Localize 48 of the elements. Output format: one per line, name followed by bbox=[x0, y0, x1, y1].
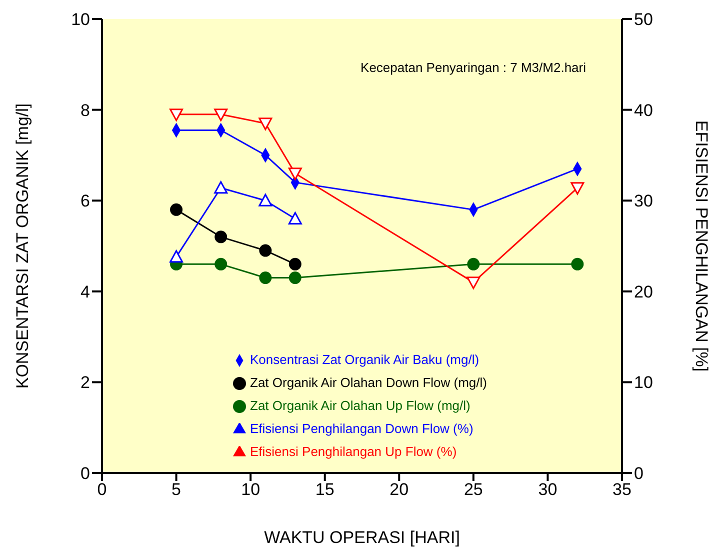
x-tick-label: 20 bbox=[390, 480, 409, 500]
annotation: Kecepatan Penyaringan : 7 M3/M2.hari bbox=[360, 60, 586, 75]
point bbox=[571, 258, 584, 270]
x-tick-label: 35 bbox=[612, 480, 632, 500]
x-tick-label: 5 bbox=[172, 480, 182, 500]
point bbox=[214, 230, 228, 244]
y2-tick-label: 0 bbox=[634, 464, 644, 484]
point bbox=[467, 258, 480, 270]
y-tick-label: 10 bbox=[71, 10, 90, 30]
point bbox=[214, 181, 228, 194]
point bbox=[466, 276, 480, 290]
legend-label: Zat Organik Air Olahan Up Flow (mg/l) bbox=[250, 398, 470, 413]
x-axis-title: WAKTU OPERASI [HARI] bbox=[264, 528, 460, 548]
y2-tick-label: 50 bbox=[634, 10, 653, 30]
y2-axis-title: EFISIENSI PENGHILANGAN [%] bbox=[692, 120, 711, 372]
x-tick-label: 10 bbox=[241, 480, 260, 500]
y2-tick-label: 40 bbox=[634, 100, 653, 120]
point bbox=[570, 182, 584, 195]
point bbox=[259, 244, 272, 257]
x-tick-label: 25 bbox=[464, 480, 483, 500]
point bbox=[259, 272, 272, 284]
legend-label: Efisiensi Penghilangan Down Flow (%) bbox=[250, 421, 474, 436]
point bbox=[288, 212, 302, 225]
legend-label: Konsentrasi Zat Organik Air Baku (mg/l) bbox=[250, 352, 480, 367]
y2-tick-label: 20 bbox=[634, 282, 653, 302]
y-axis-title: KONSENTARSI ZAT ORGANIK [mg/l] bbox=[13, 103, 32, 389]
y2-tick-label: 10 bbox=[634, 373, 653, 392]
y-tick-label: 6 bbox=[80, 192, 90, 211]
x-tick-label: 0 bbox=[97, 480, 107, 500]
point bbox=[258, 118, 272, 130]
y2-tick-label: 30 bbox=[634, 192, 653, 211]
y-tick-label: 0 bbox=[80, 464, 90, 484]
legend-label: Efisiensi Penghilangan Up Flow (%) bbox=[250, 444, 457, 459]
point bbox=[288, 272, 302, 284]
y-tick-label: 2 bbox=[80, 373, 90, 392]
point bbox=[214, 258, 228, 270]
point bbox=[170, 203, 183, 216]
point bbox=[170, 250, 184, 263]
point bbox=[288, 168, 302, 180]
point bbox=[288, 258, 302, 270]
y-tick-label: 4 bbox=[80, 282, 90, 302]
point bbox=[170, 108, 184, 122]
point bbox=[214, 108, 228, 122]
x-tick-label: 30 bbox=[538, 480, 558, 500]
legend-label: Zat Organik Air Olahan Down Flow (mg/l) bbox=[250, 375, 487, 390]
point bbox=[258, 194, 272, 206]
y-tick-label: 8 bbox=[80, 100, 90, 120]
x-tick-label: 15 bbox=[315, 480, 334, 500]
